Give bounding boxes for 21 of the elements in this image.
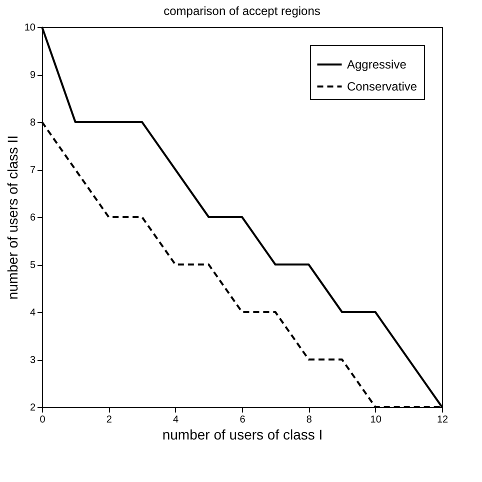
legend-label: Aggressive [347, 58, 407, 72]
x-tick-label: 12 [436, 414, 448, 426]
y-axis-title: number of users of class II [4, 135, 20, 300]
y-tick-label: 8 [30, 118, 36, 128]
x-tick-label: 8 [306, 414, 312, 426]
legend-label: Conservative [347, 80, 418, 94]
y-tick-label: 5 [30, 260, 36, 271]
x-tick-label: 6 [240, 414, 246, 426]
x-tick-label: 4 [173, 414, 180, 426]
y-tick-label: 7 [30, 165, 36, 176]
y-tick-label: 2 [30, 402, 36, 414]
x-tick-label: 10 [370, 414, 382, 426]
x-axis-title: number of users of class I [162, 426, 323, 442]
x-tick-label: 2 [106, 414, 112, 426]
y-tick-label: 3 [30, 355, 36, 366]
x-tick-label: 0 [40, 414, 46, 426]
y-tick-label: 9 [30, 70, 36, 81]
chart-title: comparison of accept regions [164, 4, 320, 18]
y-tick-label: 4 [30, 308, 36, 318]
y-tick-label: 10 [24, 22, 36, 34]
y-tick-label: 6 [30, 212, 36, 224]
